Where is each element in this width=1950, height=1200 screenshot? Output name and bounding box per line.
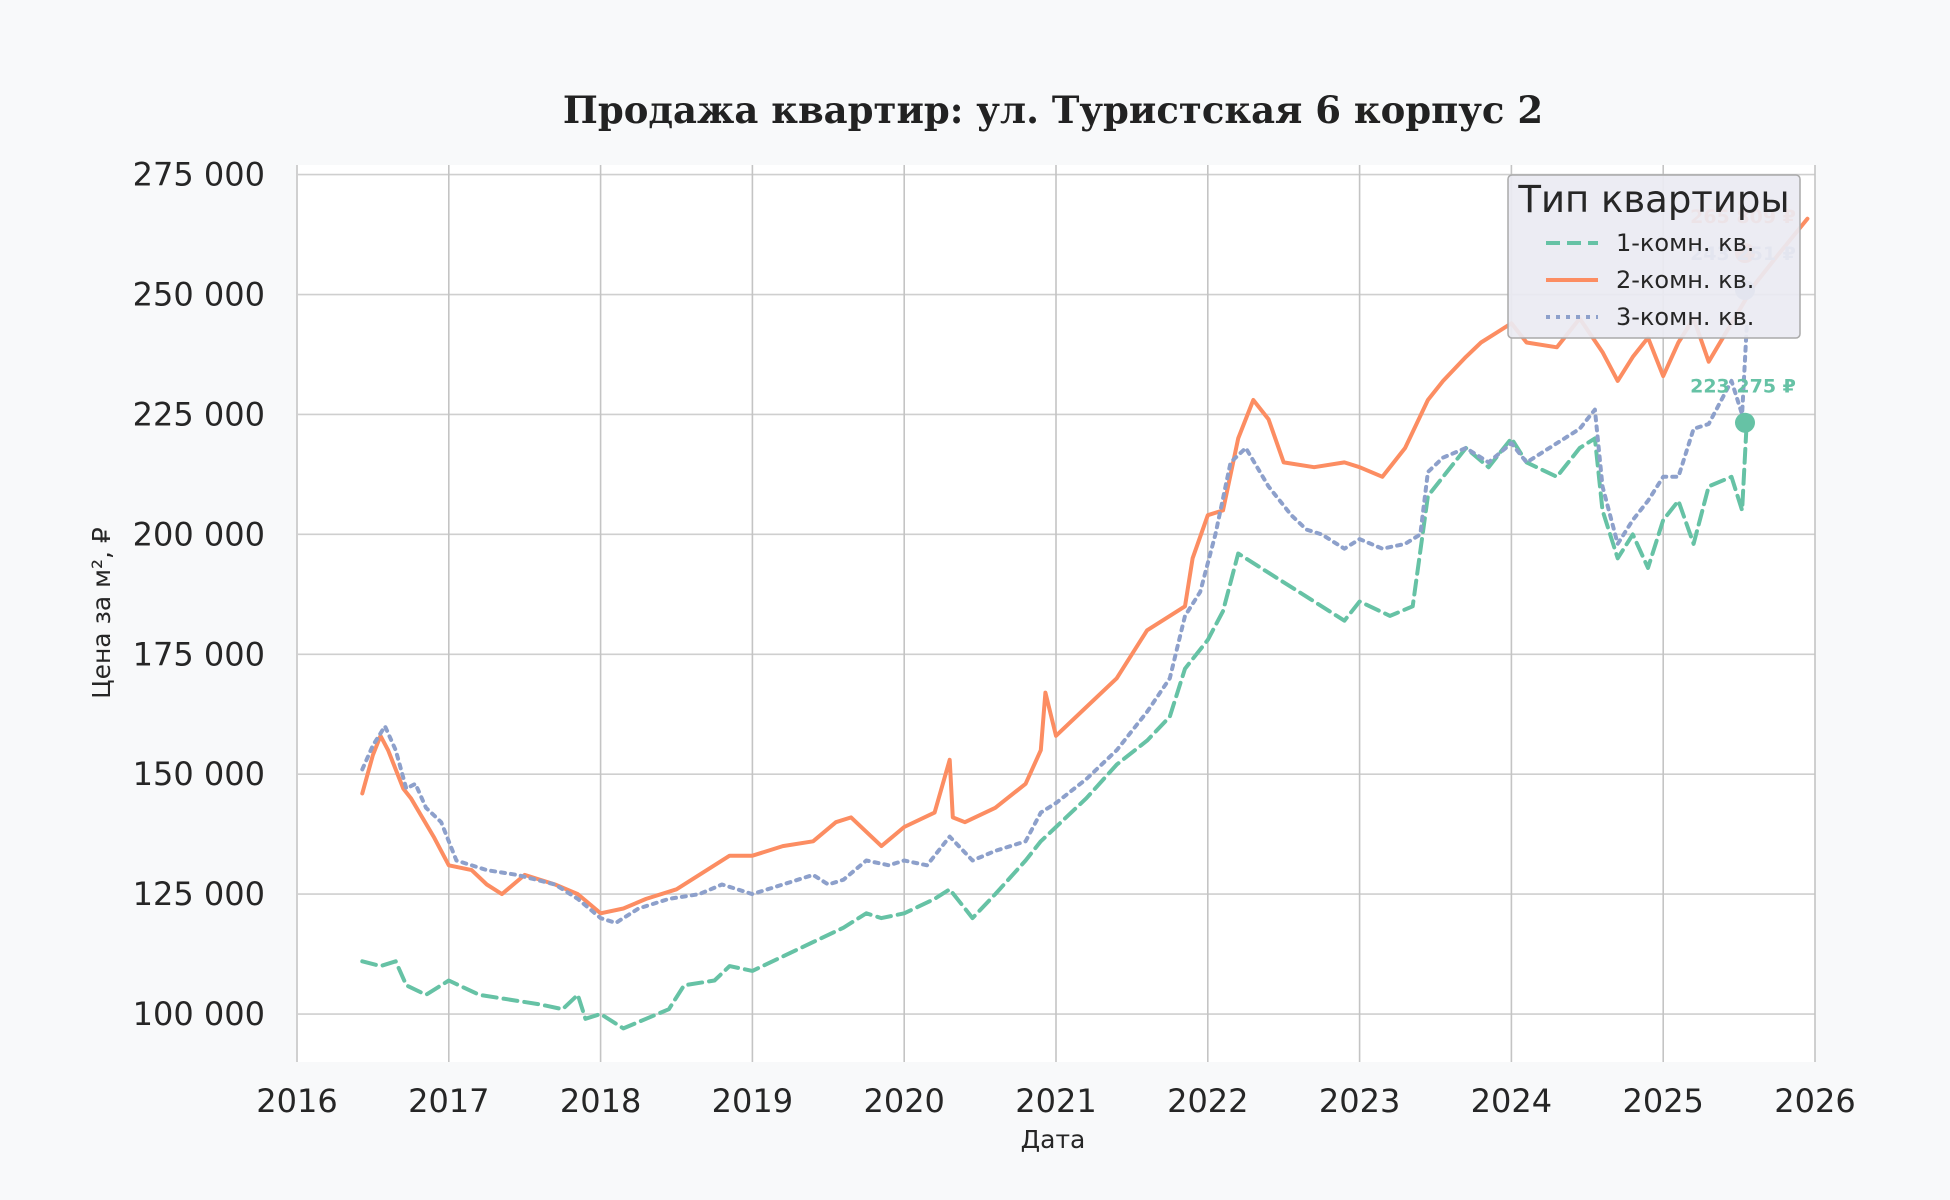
y-tick-label: 175 000 xyxy=(133,635,265,673)
legend-label-2: 2-комн. кв. xyxy=(1616,266,1754,294)
x-tick-label: 2022 xyxy=(1167,1082,1248,1120)
legend-label-1: 1-комн. кв. xyxy=(1616,229,1754,257)
x-tick-label: 2023 xyxy=(1319,1082,1400,1120)
y-tick-label: 100 000 xyxy=(133,995,265,1033)
x-tick-label: 2016 xyxy=(256,1082,337,1120)
x-tick-label: 2025 xyxy=(1622,1082,1703,1120)
y-tick-label: 200 000 xyxy=(133,515,265,553)
tick-labels: 100 000 125 000 150 000 175 000 200 000 225 0… xyxy=(133,156,1856,1120)
series-line-3 xyxy=(360,324,1749,925)
x-tick-label: 2017 xyxy=(408,1082,489,1120)
legend-title: Тип квартиры xyxy=(1517,178,1789,221)
x-tick-label: 2018 xyxy=(560,1082,641,1120)
x-tick-label: 2024 xyxy=(1471,1082,1552,1120)
x-axis-label: Дата xyxy=(1021,1125,1086,1154)
x-tick-label: 2021 xyxy=(1015,1082,1096,1120)
y-tick-label: 150 000 xyxy=(133,755,265,793)
x-tick-label: 2019 xyxy=(712,1082,793,1120)
y-axis-label: Цена за м², ₽ xyxy=(87,527,116,699)
y-tick-label: 250 000 xyxy=(133,276,265,314)
x-tick-label: 2020 xyxy=(863,1082,944,1120)
y-tick-label: 275 000 xyxy=(133,156,265,194)
y-tick-label: 225 000 xyxy=(133,395,265,433)
series-line-1 xyxy=(360,420,1749,1031)
end-value-label-1: 223 275 ₽ xyxy=(1690,376,1796,398)
end-marker-1 xyxy=(1735,412,1755,433)
chart-title: Продажа квартир: ул. Туристская 6 корпус… xyxy=(563,88,1543,132)
x-tick-label: 2026 xyxy=(1774,1082,1855,1120)
legend: Тип квартиры 1-комн. кв. 2-комн. кв. 3-к… xyxy=(1507,174,1801,339)
legend-box xyxy=(1507,174,1801,339)
y-tick-label: 125 000 xyxy=(133,875,265,913)
legend-label-3: 3-комн. кв. xyxy=(1616,303,1754,331)
